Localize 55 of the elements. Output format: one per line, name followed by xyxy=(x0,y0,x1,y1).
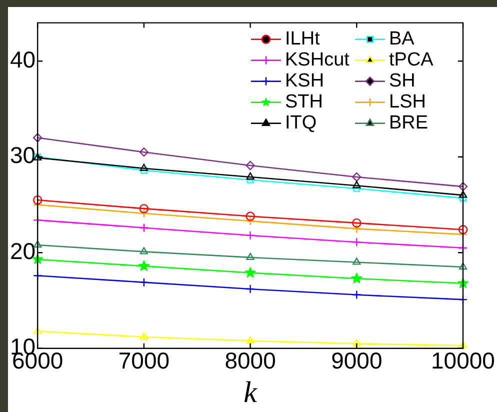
point xyxy=(139,208,149,218)
point xyxy=(352,224,362,234)
y-tick-label: 40 xyxy=(10,46,36,72)
point xyxy=(458,182,468,192)
point xyxy=(245,267,256,278)
point xyxy=(352,238,362,247)
x-tick-label: 7000 xyxy=(118,348,170,374)
x-tick-label: 10000 xyxy=(431,348,495,374)
point xyxy=(246,216,255,226)
point xyxy=(246,336,254,344)
y-tick-label: 20 xyxy=(10,238,36,264)
point xyxy=(34,326,42,334)
point xyxy=(140,247,148,254)
point xyxy=(246,230,255,240)
point xyxy=(246,252,254,260)
point xyxy=(139,278,149,287)
point xyxy=(352,258,361,265)
legend-label: ITQ xyxy=(285,112,317,134)
point xyxy=(139,223,149,232)
legend-label: KSHcut xyxy=(285,50,350,71)
x-tick-label: 8000 xyxy=(224,348,276,374)
legend-label: SH xyxy=(389,70,416,92)
point xyxy=(352,339,361,346)
point xyxy=(140,166,148,174)
point xyxy=(32,195,42,205)
point xyxy=(139,147,149,157)
point xyxy=(352,218,362,228)
legend-label: BA xyxy=(389,28,415,50)
legend-label: tPCA xyxy=(389,50,434,71)
x-tick-label: 9000 xyxy=(331,348,382,374)
point xyxy=(351,272,362,284)
point xyxy=(246,212,255,221)
point xyxy=(458,225,468,234)
legend-label: ILHt xyxy=(285,28,321,50)
legend-label: BRE xyxy=(389,112,428,134)
point xyxy=(139,204,149,214)
point xyxy=(140,332,148,340)
point xyxy=(140,164,148,171)
legend-label: KSH xyxy=(285,70,324,92)
point xyxy=(458,190,468,198)
point xyxy=(32,133,42,142)
point xyxy=(460,194,466,202)
point xyxy=(458,262,468,270)
point xyxy=(138,260,150,271)
x-axis-title: k xyxy=(244,376,258,409)
point xyxy=(352,181,361,188)
y-tick-label: 30 xyxy=(10,142,36,168)
point xyxy=(352,172,362,182)
legend-label: LSH xyxy=(389,92,426,113)
point xyxy=(246,160,255,170)
point xyxy=(246,172,254,180)
point xyxy=(246,284,255,294)
legend-label: STH xyxy=(285,92,323,113)
point xyxy=(458,340,468,348)
point xyxy=(352,290,362,300)
